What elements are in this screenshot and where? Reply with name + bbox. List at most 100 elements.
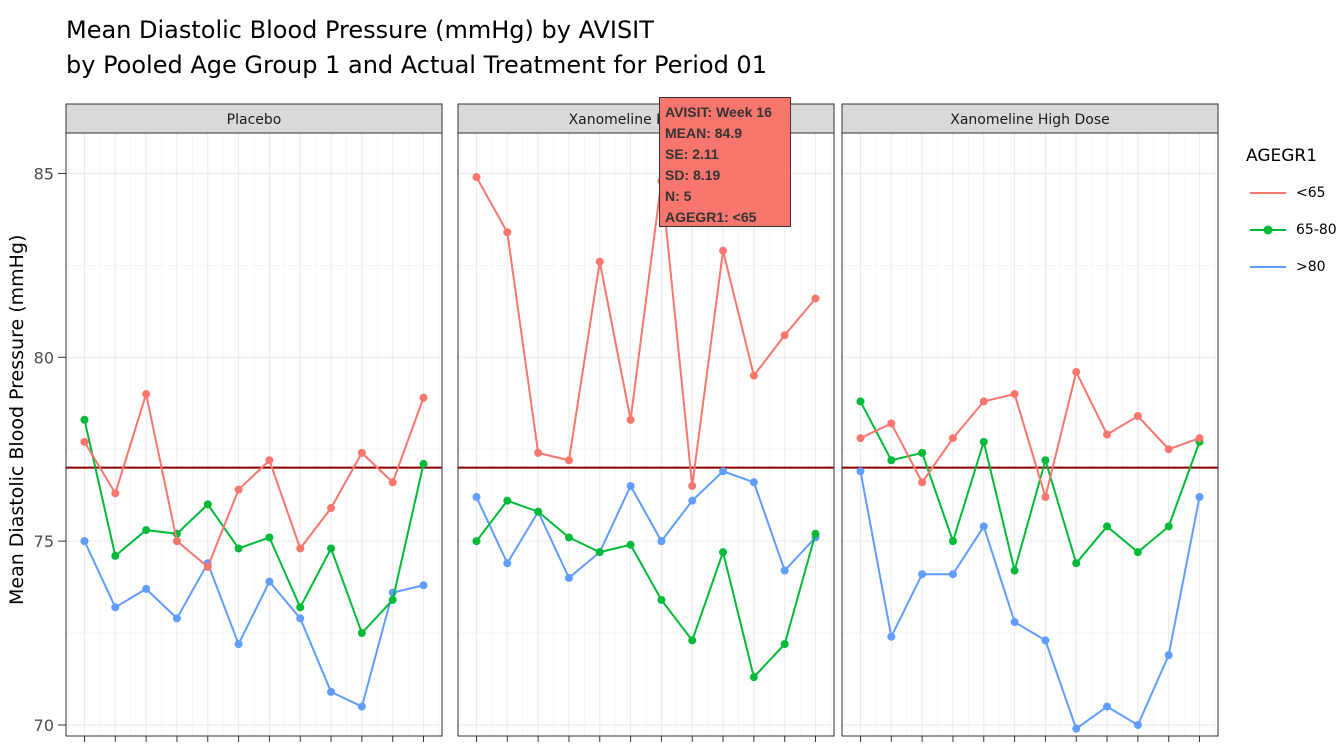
data-point bbox=[688, 636, 697, 645]
data-point bbox=[534, 448, 543, 457]
data-point bbox=[1164, 445, 1173, 454]
data-point bbox=[296, 544, 305, 553]
data-point bbox=[564, 533, 573, 542]
legend-item-gt80[interactable]: >80 bbox=[1246, 248, 1337, 285]
y-tick-label: 80 bbox=[34, 348, 54, 367]
data-point bbox=[626, 540, 635, 549]
data-point bbox=[688, 481, 697, 490]
data-point bbox=[719, 548, 728, 557]
series-line bbox=[83, 540, 424, 709]
data-point bbox=[1133, 412, 1142, 421]
data-point bbox=[172, 537, 181, 546]
panel-strip bbox=[65, 103, 443, 134]
data-point bbox=[357, 448, 366, 457]
data-point bbox=[327, 687, 336, 696]
data-point bbox=[327, 544, 336, 553]
data-point bbox=[657, 595, 666, 604]
hover-tooltip: AVISIT: Week 16 MEAN: 84.9 SE: 2.11 SD: … bbox=[659, 97, 791, 227]
data-point bbox=[1041, 456, 1050, 465]
data-point bbox=[1010, 390, 1019, 399]
data-point bbox=[1041, 636, 1050, 645]
data-point bbox=[234, 485, 243, 494]
data-point bbox=[979, 397, 988, 406]
data-point bbox=[142, 584, 151, 593]
data-point bbox=[887, 419, 896, 428]
data-point bbox=[948, 434, 957, 443]
data-point bbox=[811, 294, 820, 303]
data-point bbox=[856, 434, 865, 443]
panel-strip bbox=[841, 103, 1219, 134]
data-point bbox=[564, 456, 573, 465]
series-line bbox=[859, 471, 1201, 731]
data-point bbox=[1195, 434, 1204, 443]
legend-label: >80 bbox=[1296, 258, 1326, 275]
data-point bbox=[856, 397, 865, 406]
panel-strip-label: Placebo bbox=[227, 112, 282, 128]
data-point bbox=[856, 467, 865, 476]
series-line bbox=[860, 369, 1200, 501]
data-point bbox=[626, 415, 635, 424]
data-point bbox=[111, 603, 120, 612]
tooltip-avisit: AVISIT: Week 16 bbox=[665, 104, 772, 120]
y-tick-label: 75 bbox=[34, 532, 54, 551]
series-line bbox=[475, 176, 817, 487]
tooltip-mean: MEAN: 84.9 bbox=[665, 125, 743, 141]
legend-item-lt65[interactable]: <65 bbox=[1246, 174, 1337, 211]
data-point bbox=[1010, 618, 1019, 627]
data-point bbox=[595, 548, 604, 557]
data-point bbox=[688, 496, 697, 505]
data-point bbox=[327, 504, 336, 513]
data-point bbox=[388, 478, 397, 487]
data-point bbox=[234, 544, 243, 553]
data-point bbox=[1103, 702, 1112, 711]
data-point bbox=[780, 640, 789, 649]
data-point bbox=[719, 467, 728, 476]
y-tick-label: 85 bbox=[34, 164, 54, 183]
data-point bbox=[419, 581, 428, 590]
data-point bbox=[80, 437, 89, 446]
tooltip-se: SE: 2.11 bbox=[665, 146, 719, 162]
data-point bbox=[357, 702, 366, 711]
data-point bbox=[357, 629, 366, 638]
data-point bbox=[1103, 430, 1112, 439]
series-line bbox=[83, 390, 425, 569]
panel-border bbox=[65, 132, 443, 737]
series-line bbox=[859, 400, 1201, 575]
data-point bbox=[811, 529, 820, 538]
data-point bbox=[111, 551, 120, 560]
data-point bbox=[503, 228, 512, 237]
data-point bbox=[918, 478, 927, 487]
series-line bbox=[83, 419, 425, 635]
data-point bbox=[142, 526, 151, 535]
data-point bbox=[503, 496, 512, 505]
y-tick-label: 70 bbox=[34, 716, 54, 735]
data-point bbox=[1072, 367, 1081, 376]
chart-title-line-2: by Pooled Age Group 1 and Actual Treatme… bbox=[66, 51, 767, 79]
legend-key-lt65 bbox=[1250, 191, 1286, 194]
tooltip-sd: SD: 8.19 bbox=[665, 167, 721, 183]
legend-key-gt80 bbox=[1250, 265, 1286, 268]
legend-label: <65 bbox=[1296, 184, 1326, 201]
data-point bbox=[1164, 651, 1173, 660]
series-line bbox=[475, 499, 817, 680]
data-point bbox=[564, 573, 573, 582]
data-point bbox=[780, 331, 789, 340]
data-point bbox=[203, 562, 212, 571]
data-point bbox=[80, 537, 89, 546]
data-point bbox=[472, 537, 481, 546]
data-point bbox=[203, 500, 212, 509]
data-point bbox=[626, 481, 635, 490]
data-point bbox=[948, 537, 957, 546]
data-point bbox=[296, 603, 305, 612]
data-point bbox=[595, 257, 604, 266]
legend-item-65-80[interactable]: 65-80 bbox=[1246, 211, 1337, 248]
tooltip-agegr1: AGEGR1: <65 bbox=[665, 209, 757, 225]
panel-strip-label: Xanomeline High Dose bbox=[950, 112, 1109, 128]
data-point bbox=[388, 595, 397, 604]
data-point bbox=[265, 533, 274, 542]
data-point bbox=[1133, 720, 1142, 729]
data-point bbox=[419, 393, 428, 402]
data-point bbox=[1072, 559, 1081, 568]
data-point bbox=[657, 537, 666, 546]
panel-border bbox=[841, 132, 1219, 737]
